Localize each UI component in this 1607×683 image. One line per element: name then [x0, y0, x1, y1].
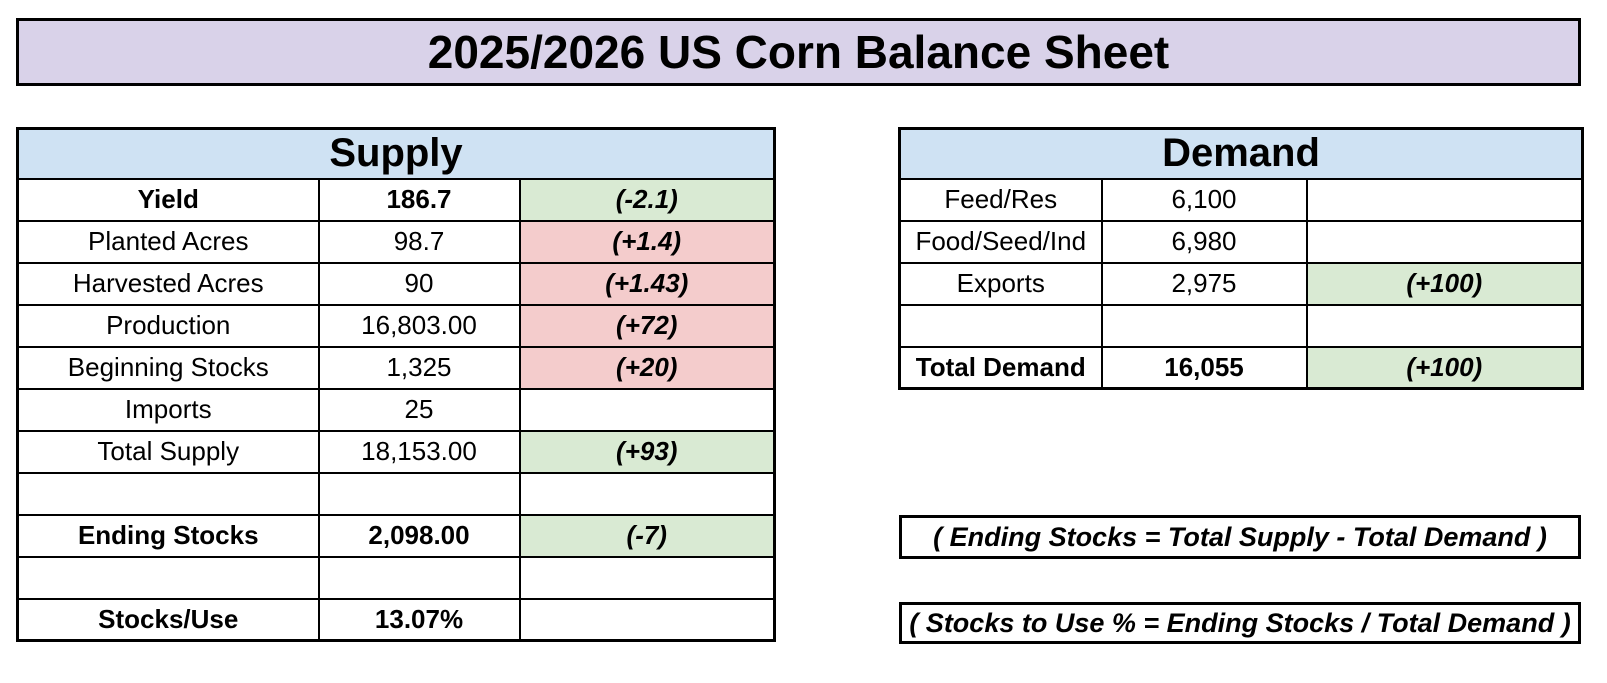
- demand-row-feed-res: Feed/Res 6,100: [898, 177, 1584, 222]
- demand-header-row: Demand: [898, 127, 1584, 180]
- supply-header-cell[interactable]: Supply: [16, 127, 776, 180]
- demand-total-demand-label[interactable]: Total Demand: [898, 345, 1103, 390]
- page-title: 2025/2026 US Corn Balance Sheet: [427, 26, 1170, 78]
- supply-production-label[interactable]: Production: [16, 303, 320, 348]
- supply-imports-label[interactable]: Imports: [16, 387, 320, 432]
- supply-spacer-2-change[interactable]: [518, 555, 776, 600]
- supply-planted-acres-change[interactable]: (+1.4): [518, 219, 776, 264]
- ending-stocks-formula-text: ( Ending Stocks = Total Supply - Total D…: [933, 521, 1547, 552]
- demand-row-food-seed-ind: Food/Seed/Ind 6,980: [898, 219, 1584, 264]
- supply-row-ending-stocks: Ending Stocks 2,098.00 (-7): [16, 513, 776, 558]
- supply-ending-stocks-change[interactable]: (-7): [518, 513, 776, 558]
- demand-food-seed-ind-value[interactable]: 6,980: [1100, 219, 1308, 264]
- supply-row-harvested-acres: Harvested Acres 90 (+1.43): [16, 261, 776, 306]
- supply-header-row: Supply: [16, 127, 776, 180]
- supply-spacer-row-2: [16, 555, 776, 600]
- supply-stocks-use-label[interactable]: Stocks/Use: [16, 597, 320, 642]
- demand-food-seed-ind-change[interactable]: [1305, 219, 1584, 264]
- supply-total-supply-label[interactable]: Total Supply: [16, 429, 320, 474]
- demand-exports-label[interactable]: Exports: [898, 261, 1103, 306]
- supply-harvested-acres-label[interactable]: Harvested Acres: [16, 261, 320, 306]
- supply-row-stocks-use: Stocks/Use 13.07%: [16, 597, 776, 642]
- demand-spacer-1-change[interactable]: [1305, 303, 1584, 348]
- supply-row-imports: Imports 25: [16, 387, 776, 432]
- supply-spacer-2-value[interactable]: [317, 555, 521, 600]
- supply-total-supply-value[interactable]: 18,153.00: [317, 429, 521, 474]
- demand-table: Demand Feed/Res 6,100 Food/Seed/Ind 6,98…: [898, 127, 1585, 390]
- supply-table: Supply Yield 186.7 (-2.1) Planted Acres …: [16, 127, 777, 642]
- supply-beginning-stocks-value[interactable]: 1,325: [317, 345, 521, 390]
- demand-header-cell[interactable]: Demand: [898, 127, 1584, 180]
- supply-yield-label[interactable]: Yield: [16, 177, 320, 222]
- supply-spacer-2-label[interactable]: [16, 555, 320, 600]
- supply-spacer-1-label[interactable]: [16, 471, 320, 516]
- supply-row-beginning-stocks: Beginning Stocks 1,325 (+20): [16, 345, 776, 390]
- supply-total-supply-change[interactable]: (+93): [518, 429, 776, 474]
- supply-ending-stocks-label[interactable]: Ending Stocks: [16, 513, 320, 558]
- demand-food-seed-ind-label[interactable]: Food/Seed/Ind: [898, 219, 1103, 264]
- title-bar: 2025/2026 US Corn Balance Sheet: [16, 18, 1581, 86]
- supply-ending-stocks-value[interactable]: 2,098.00: [317, 513, 521, 558]
- stocks-to-use-formula-text: ( Stocks to Use % = Ending Stocks / Tota…: [909, 607, 1571, 638]
- supply-harvested-acres-change[interactable]: (+1.43): [518, 261, 776, 306]
- supply-imports-value[interactable]: 25: [317, 387, 521, 432]
- supply-stocks-use-value[interactable]: 13.07%: [317, 597, 521, 642]
- supply-planted-acres-label[interactable]: Planted Acres: [16, 219, 320, 264]
- supply-planted-acres-value[interactable]: 98.7: [317, 219, 521, 264]
- supply-harvested-acres-value[interactable]: 90: [317, 261, 521, 306]
- demand-row-total-demand: Total Demand 16,055 (+100): [898, 345, 1584, 390]
- supply-beginning-stocks-label[interactable]: Beginning Stocks: [16, 345, 320, 390]
- demand-feed-res-label[interactable]: Feed/Res: [898, 177, 1103, 222]
- supply-yield-change[interactable]: (-2.1): [518, 177, 776, 222]
- supply-stocks-use-change[interactable]: [518, 597, 776, 642]
- demand-spacer-1-value[interactable]: [1100, 303, 1308, 348]
- supply-production-value[interactable]: 16,803.00: [317, 303, 521, 348]
- demand-exports-value[interactable]: 2,975: [1100, 261, 1308, 306]
- demand-feed-res-change[interactable]: [1305, 177, 1584, 222]
- supply-beginning-stocks-change[interactable]: (+20): [518, 345, 776, 390]
- supply-spacer-row-1: [16, 471, 776, 516]
- supply-spacer-1-value[interactable]: [317, 471, 521, 516]
- demand-spacer-row-1: [898, 303, 1584, 348]
- supply-production-change[interactable]: (+72): [518, 303, 776, 348]
- supply-row-planted-acres: Planted Acres 98.7 (+1.4): [16, 219, 776, 264]
- demand-total-demand-change[interactable]: (+100): [1305, 345, 1584, 390]
- supply-imports-change[interactable]: [518, 387, 776, 432]
- demand-total-demand-value[interactable]: 16,055: [1100, 345, 1308, 390]
- demand-feed-res-value[interactable]: 6,100: [1100, 177, 1308, 222]
- demand-row-exports: Exports 2,975 (+100): [898, 261, 1584, 306]
- supply-row-production: Production 16,803.00 (+72): [16, 303, 776, 348]
- supply-yield-value[interactable]: 186.7: [317, 177, 521, 222]
- supply-row-yield: Yield 186.7 (-2.1): [16, 177, 776, 222]
- demand-spacer-1-label[interactable]: [898, 303, 1103, 348]
- supply-row-total-supply: Total Supply 18,153.00 (+93): [16, 429, 776, 474]
- demand-exports-change[interactable]: (+100): [1305, 261, 1584, 306]
- ending-stocks-formula-box: ( Ending Stocks = Total Supply - Total D…: [899, 515, 1581, 559]
- supply-spacer-1-change[interactable]: [518, 471, 776, 516]
- stocks-to-use-formula-box: ( Stocks to Use % = Ending Stocks / Tota…: [899, 602, 1581, 644]
